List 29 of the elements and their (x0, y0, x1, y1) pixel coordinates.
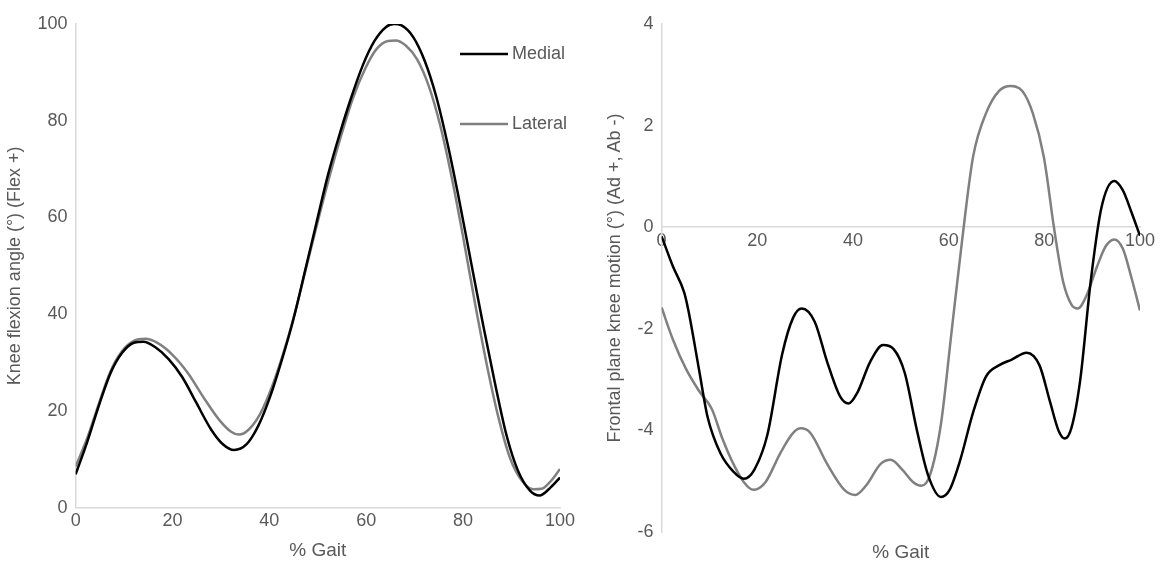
x-axis-title: % Gait (872, 540, 931, 562)
y-tick-label: -4 (637, 419, 654, 440)
y-tick-label: 2 (643, 114, 654, 135)
x-tick-label: 80 (453, 510, 474, 531)
legend-label: Medial (512, 42, 566, 63)
y-tick-label: 40 (47, 303, 68, 324)
x-tick-label: 100 (544, 510, 576, 531)
x-tick-label: 20 (162, 510, 183, 531)
y-tick-label: 100 (37, 12, 68, 33)
x-tick-label: 40 (259, 510, 280, 531)
y-tick-label: 0 (643, 216, 654, 237)
y-tick-label: 20 (47, 399, 68, 420)
y-axis-title: Frontal plane knee motion (°) (Ad +, Ab -) (603, 113, 624, 443)
y-tick-label: 60 (47, 206, 68, 227)
x-tick-label: 80 (1034, 229, 1055, 250)
y-tick-label: 0 (57, 496, 68, 517)
legend-label: Lateral (512, 112, 568, 133)
x-tick-label: 60 (356, 510, 377, 531)
x-tick-label: 100 (1124, 229, 1156, 250)
x-axis-title: % Gait (289, 538, 348, 560)
x-tick-label: 60 (938, 229, 959, 250)
y-tick-label: -2 (637, 317, 654, 338)
x-tick-label: 20 (747, 229, 768, 250)
y-axis-title: Knee flexion angle (°) (Flex +) (3, 146, 24, 386)
y-tick-label: -6 (637, 520, 654, 541)
x-tick-label: 40 (842, 229, 863, 250)
x-tick-label: 0 (70, 510, 81, 531)
y-tick-label: 80 (47, 109, 68, 130)
y-tick-label: 4 (643, 12, 654, 33)
